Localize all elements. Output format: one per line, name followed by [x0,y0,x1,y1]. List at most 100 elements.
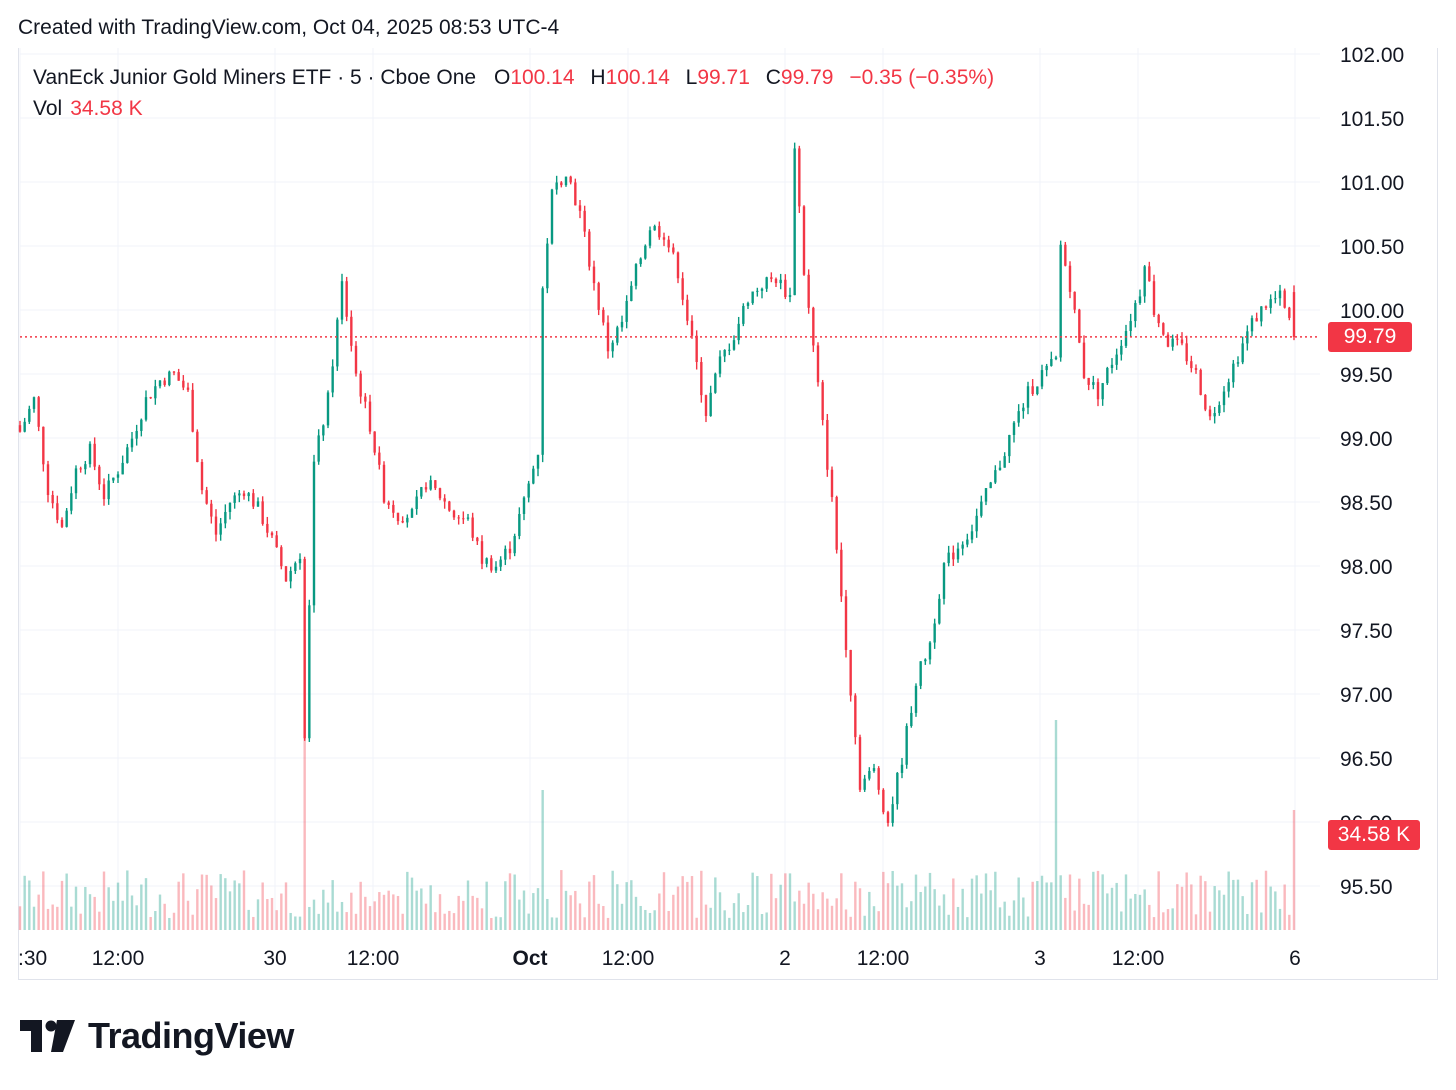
candle-body [1082,342,1086,378]
volume-bar [462,900,465,930]
volume-bar [1045,882,1048,930]
candle-body [714,373,717,393]
candle-body [644,245,647,259]
candle-body [51,495,54,504]
candle-body [1162,323,1165,335]
volume-bar [256,899,260,930]
candle-body [37,397,40,427]
candle-body [140,419,143,431]
legend-open: 100.14 [510,66,575,89]
candle-body [121,462,124,475]
volume-bar [611,870,614,930]
legend-change: −0.35 (−0.35%) [849,66,995,89]
volume-bar [1054,720,1058,930]
time-axis: :30 12:00 30 12:00 Oct 12:00 2 12:00 3 12:00 6 [18,947,1301,970]
candle-body [1115,354,1118,365]
grid-lines [19,48,1320,930]
volume-bar [214,898,218,930]
volume-bar [625,882,628,930]
candle-body [700,362,703,396]
candle-body [966,539,969,545]
candle-body [914,685,918,713]
time-tick-label: :30 [18,947,47,970]
candle-body [135,430,138,439]
tradingview-logo[interactable]: TradingView [20,1015,294,1057]
candle-body [415,496,418,510]
candle-body [1110,364,1114,368]
volume-bar [830,905,834,930]
volume-bar [788,873,792,930]
volume-bar [1068,874,1072,930]
candle-body [1208,409,1212,417]
volume-bar [634,896,638,930]
volume-bar [574,890,577,930]
volume-bar [970,878,974,930]
volume-bar [821,892,824,930]
volume-bar [1288,914,1291,930]
candle-body [434,480,437,489]
volume-bar [1106,893,1109,930]
candle-body [844,596,848,650]
volume-bar [942,894,946,930]
candle-body [807,274,810,308]
volume-bar [1213,886,1216,930]
volume-bar [382,894,386,930]
candle-body [928,642,932,660]
volume-bar [975,875,978,930]
candle-body [457,517,460,519]
candle-body [620,321,624,328]
candle-body [1129,321,1132,331]
volume-bar [177,881,180,930]
legend-high: 100.14 [605,66,670,89]
time-tick-label: 12:00 [602,947,655,970]
candle-body [102,484,106,500]
volume-bar [933,889,936,930]
candle-body [760,288,764,291]
candle-body [1073,291,1076,310]
volume-bar [415,890,418,930]
candle-body [550,189,554,244]
candle-body [938,598,941,624]
candle-body [578,205,582,211]
volume-bar [1269,886,1272,930]
candle-body [662,237,666,240]
candle-body [336,319,339,367]
candle-body [56,503,59,520]
volume-bar [182,873,185,930]
volume-bar [186,900,190,930]
candle-body [1171,338,1174,347]
candle-body [737,323,740,341]
volume-bar [527,913,530,930]
volume-bar [200,874,204,930]
volume-bar [46,908,50,930]
volume-bar [774,898,778,930]
price-tick-label: 102.00 [1340,44,1404,67]
volume-bar [266,899,269,930]
candle-body [723,349,726,357]
volume-bar [242,870,246,930]
volume-bar [102,871,106,930]
volume-bar [1017,877,1020,930]
candle-body [728,349,731,351]
candle-body [756,290,759,292]
candle-body [784,279,787,297]
candle-body [541,288,544,455]
candle-body [228,502,232,512]
candle-body [163,380,166,385]
candle-body [1222,391,1226,406]
candle-body [1092,382,1095,385]
candle-body [942,563,946,599]
volume-bar [700,870,703,930]
candle-body [695,335,698,363]
volume-bar [984,873,988,930]
volume-bar [499,917,502,930]
candle-body [522,497,526,515]
volume-bar [480,908,484,930]
volume-bar [196,889,199,930]
candle-body [1054,357,1058,360]
price-tick-label: 101.00 [1340,172,1404,195]
volume-bar [1283,884,1286,930]
candle-body [32,397,36,409]
candle-body [788,295,792,297]
